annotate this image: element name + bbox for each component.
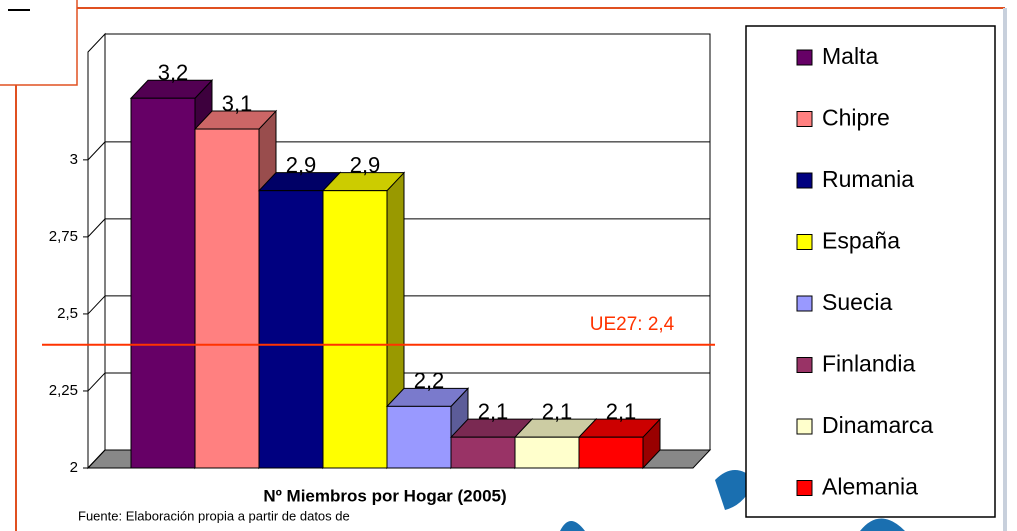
legend-swatch (797, 296, 812, 311)
legend-swatch (797, 173, 812, 188)
y-tick-label: 2,5 (57, 305, 78, 322)
side-wall (88, 34, 105, 468)
y-tick-label: 2,75 (49, 228, 78, 245)
bar (515, 437, 579, 468)
legend-label: España (822, 228, 900, 254)
legend-label: Alemania (822, 474, 918, 500)
y-tick-label: 3 (70, 151, 78, 168)
legend-label: Malta (822, 43, 878, 69)
corner-box (0, 0, 77, 85)
chart: 2 2,25 2,5 2,75 3 3,2 3,1 2,9 2,9 2,2 2,1 2,1 2,1 UE2… (0, 0, 1017, 531)
legend-swatch (797, 112, 812, 127)
bar (259, 191, 323, 468)
y-tick-label: 2,25 (49, 382, 78, 399)
x-axis-label: Nº Miembros por Hogar (2005) (263, 486, 506, 505)
bar (195, 129, 259, 468)
bar (387, 406, 451, 468)
bar (579, 437, 643, 468)
bar (131, 98, 195, 468)
value-label: 2,1 (542, 399, 573, 424)
plot: 2 2,25 2,5 2,75 3 3,2 3,1 2,9 2,9 2,2 2,1 2,1 2,1 UE2… (42, 34, 715, 476)
legend-label: Suecia (822, 289, 893, 315)
value-label: 2,2 (414, 368, 445, 393)
y-tick-label: 2 (70, 459, 78, 476)
bar (451, 437, 515, 468)
bar (323, 191, 387, 468)
legend-label: Dinamarca (822, 412, 933, 438)
legend-label: Rumania (822, 166, 914, 192)
value-label: 2,9 (286, 152, 317, 177)
legend-swatch (797, 50, 812, 65)
value-label: 3,2 (158, 60, 189, 85)
legend-box (746, 26, 995, 517)
legend-swatch (797, 358, 812, 373)
value-label: 2,1 (478, 399, 509, 424)
value-label: 2,1 (606, 399, 637, 424)
value-label: 2,9 (350, 152, 381, 177)
legend-label: Finlandia (822, 351, 916, 377)
reference-label: UE27: 2,4 (590, 314, 675, 335)
source-note: Fuente: Elaboración propia a partir de d… (78, 508, 350, 523)
legend-swatch (797, 235, 812, 250)
legend-swatch (797, 481, 812, 496)
legend-label: Chipre (822, 105, 890, 131)
legend-swatch (797, 419, 812, 434)
value-label: 3,1 (222, 91, 253, 116)
